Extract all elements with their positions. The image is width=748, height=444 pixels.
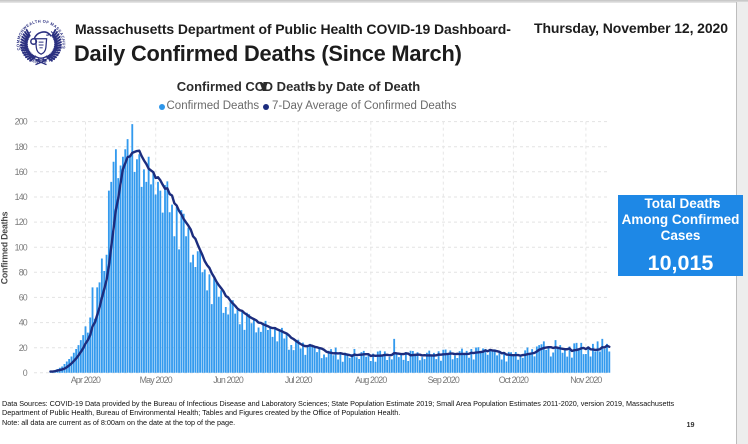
- svg-text:Aug 2020: Aug 2020: [355, 375, 387, 385]
- svg-text:200: 200: [15, 117, 28, 127]
- svg-text:Oct 2020: Oct 2020: [499, 375, 529, 385]
- svg-text:160: 160: [15, 167, 28, 177]
- svg-text:Nov 2020: Nov 2020: [570, 375, 602, 385]
- svg-text:20: 20: [19, 343, 28, 353]
- svg-text:80: 80: [19, 267, 28, 277]
- svg-text:180: 180: [15, 142, 28, 152]
- svg-text:60: 60: [19, 293, 28, 303]
- svg-text:Confirmed Deaths: Confirmed Deaths: [0, 211, 10, 284]
- svg-text:Jun 2020: Jun 2020: [213, 375, 244, 385]
- svg-text:120: 120: [15, 217, 28, 227]
- svg-text:100: 100: [15, 242, 28, 252]
- svg-text:140: 140: [15, 192, 28, 202]
- svg-text:Jul 2020: Jul 2020: [285, 375, 313, 385]
- svg-text:0: 0: [23, 368, 28, 378]
- svg-text:May 2020: May 2020: [140, 375, 173, 385]
- svg-text:Apr 2020: Apr 2020: [71, 375, 101, 385]
- svg-text:Sep 2020: Sep 2020: [428, 375, 460, 385]
- svg-text:40: 40: [19, 318, 28, 328]
